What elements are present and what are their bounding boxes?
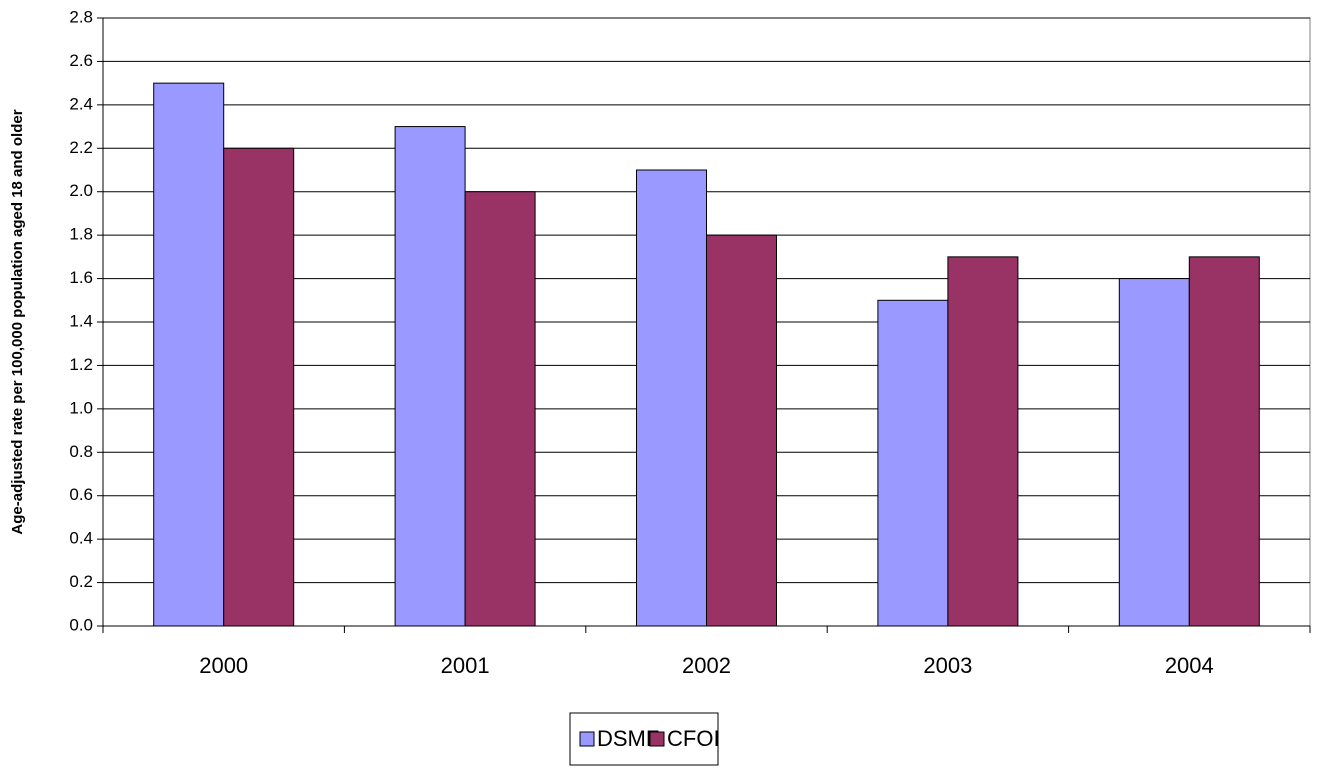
y-axis-title: Age-adjusted rate per 100,000 population…	[9, 109, 26, 534]
legend-label: CFOI	[667, 726, 720, 751]
bar	[394, 126, 466, 627]
bar	[1118, 278, 1190, 627]
y-tick-label: 1.4	[69, 311, 93, 330]
y-tick-label: 2.2	[69, 138, 93, 157]
y-tick-label: 0.6	[69, 485, 93, 504]
y-tick-label: 2.0	[69, 181, 93, 200]
y-tick-label: 1.6	[69, 268, 93, 287]
bar	[223, 147, 295, 627]
legend-box	[569, 712, 719, 766]
legend-swatch	[579, 731, 595, 747]
y-tick-label: 2.8	[69, 7, 93, 26]
y-tick-label: 1.2	[69, 355, 93, 374]
bar	[706, 234, 777, 627]
y-tick-label: 2.4	[69, 94, 93, 113]
legend-swatch	[649, 731, 665, 747]
bar	[877, 299, 949, 627]
x-tick-label: 2000	[199, 653, 248, 678]
y-tick-label: 1.8	[69, 225, 93, 244]
bar	[947, 256, 1019, 627]
y-tick-label: 0.0	[69, 615, 93, 634]
bar	[464, 191, 536, 627]
bar	[1188, 256, 1260, 627]
bar	[636, 169, 707, 627]
y-tick-label: 0.8	[69, 442, 93, 461]
y-tick-label: 0.4	[69, 529, 93, 548]
x-tick-label: 2004	[1165, 653, 1214, 678]
y-tick-label: 2.6	[69, 51, 93, 70]
x-tick-label: 2003	[923, 653, 972, 678]
y-tick-label: 1.0	[69, 398, 93, 417]
bar	[153, 82, 225, 627]
x-tick-label: 2002	[682, 653, 731, 678]
legend-label: DSMF	[597, 726, 659, 751]
x-tick-label: 2001	[441, 653, 490, 678]
y-tick-label: 0.2	[69, 572, 93, 591]
